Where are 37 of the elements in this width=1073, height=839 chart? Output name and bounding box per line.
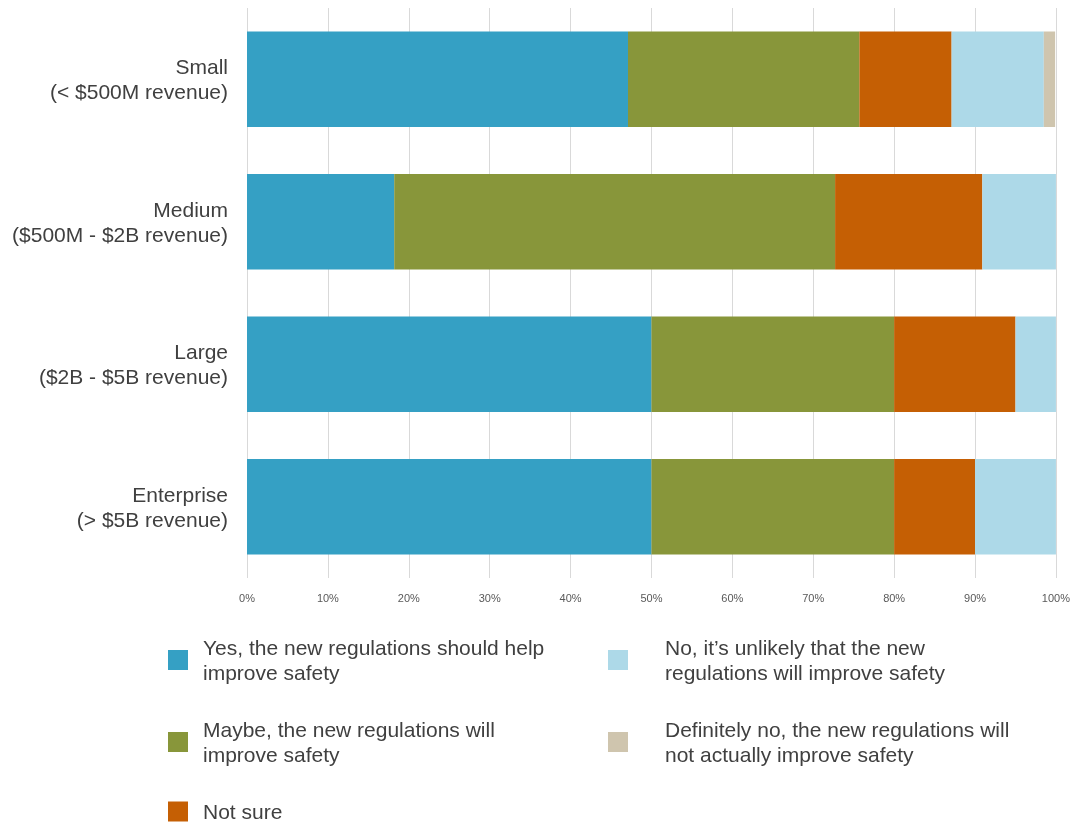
x-tick-label: 100% <box>1041 591 1071 604</box>
bar <box>651 316 895 412</box>
legend-label: Not sure <box>203 800 283 823</box>
x-tick-label: 50% <box>640 591 663 604</box>
legend-label: Definitely no, the new regulations will not actually improve safety <box>665 718 1016 766</box>
y-tick-label: Medium ($500M - $2B revenue) <box>12 197 228 246</box>
legend-label: Yes, the new regulations should help improve safety <box>203 636 551 684</box>
y-tick-label: Large ($2B - $5B revenue) <box>38 340 228 389</box>
bar <box>247 316 652 412</box>
y-tick-label: Small (< $500M revenue) <box>49 55 228 104</box>
y-tick-label: Enterprise (> $5B revenue) <box>76 482 228 531</box>
bar <box>628 31 860 127</box>
bar <box>894 459 976 555</box>
bar <box>1015 316 1056 412</box>
bar <box>951 31 1044 127</box>
bar <box>651 459 895 555</box>
x-tick-label: 10% <box>316 591 340 604</box>
bar <box>247 31 629 127</box>
bar <box>835 174 983 270</box>
x-tick-label: 70% <box>802 591 825 604</box>
legend-label: No, it’s unlikely that the new regulations will improve safety <box>665 636 946 684</box>
x-tick-label: 90% <box>964 591 987 604</box>
bar <box>894 316 1016 412</box>
bar <box>247 459 652 555</box>
x-tick-label: 80% <box>883 591 906 604</box>
x-tick-label: 60% <box>721 591 744 604</box>
bar <box>982 174 1056 270</box>
x-tick-label: 30% <box>478 591 501 604</box>
legend-label: Maybe, the new regulations will improve safety <box>203 718 501 766</box>
bar <box>394 174 836 270</box>
bar <box>975 459 1056 555</box>
x-tick-label: 20% <box>397 591 421 604</box>
x-tick-label: 0% <box>239 591 256 604</box>
bar <box>247 174 395 270</box>
bar <box>1043 31 1056 127</box>
bar <box>859 31 952 127</box>
x-tick-label: 40% <box>559 591 582 604</box>
